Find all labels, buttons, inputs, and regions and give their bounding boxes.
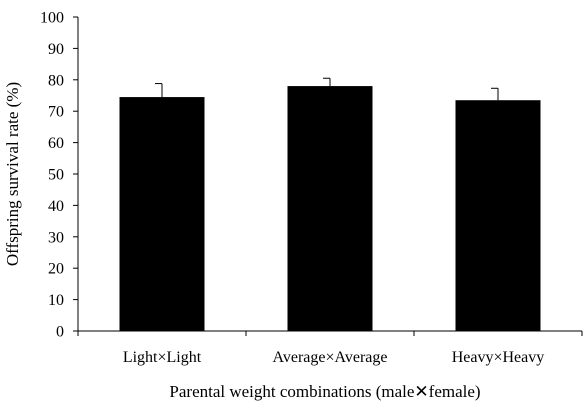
x-category-label: Average×Average [272, 349, 387, 366]
x-category-label: Heavy×Heavy [452, 349, 545, 366]
x-axis-title: Parental weight combinations (male✕femal… [169, 382, 480, 401]
bar [455, 100, 541, 332]
y-tick-label: 10 [48, 292, 64, 309]
y-tick-label: 90 [48, 41, 64, 58]
y-tick-label: 20 [48, 261, 64, 278]
y-axis-title: Offspring survival rate (%) [3, 82, 22, 266]
y-tick-label: 60 [48, 135, 64, 152]
y-tick-label: 80 [48, 72, 64, 89]
y-tick-label: 0 [56, 324, 64, 341]
y-tick-label: 100 [40, 10, 64, 27]
y-tick-label: 30 [48, 229, 64, 246]
y-tick-label: 70 [48, 104, 64, 121]
bar [119, 97, 205, 331]
y-tick-label: 40 [48, 198, 64, 215]
bar [287, 86, 373, 331]
y-tick-label: 50 [48, 167, 64, 184]
x-category-label: Light×Light [123, 349, 202, 366]
